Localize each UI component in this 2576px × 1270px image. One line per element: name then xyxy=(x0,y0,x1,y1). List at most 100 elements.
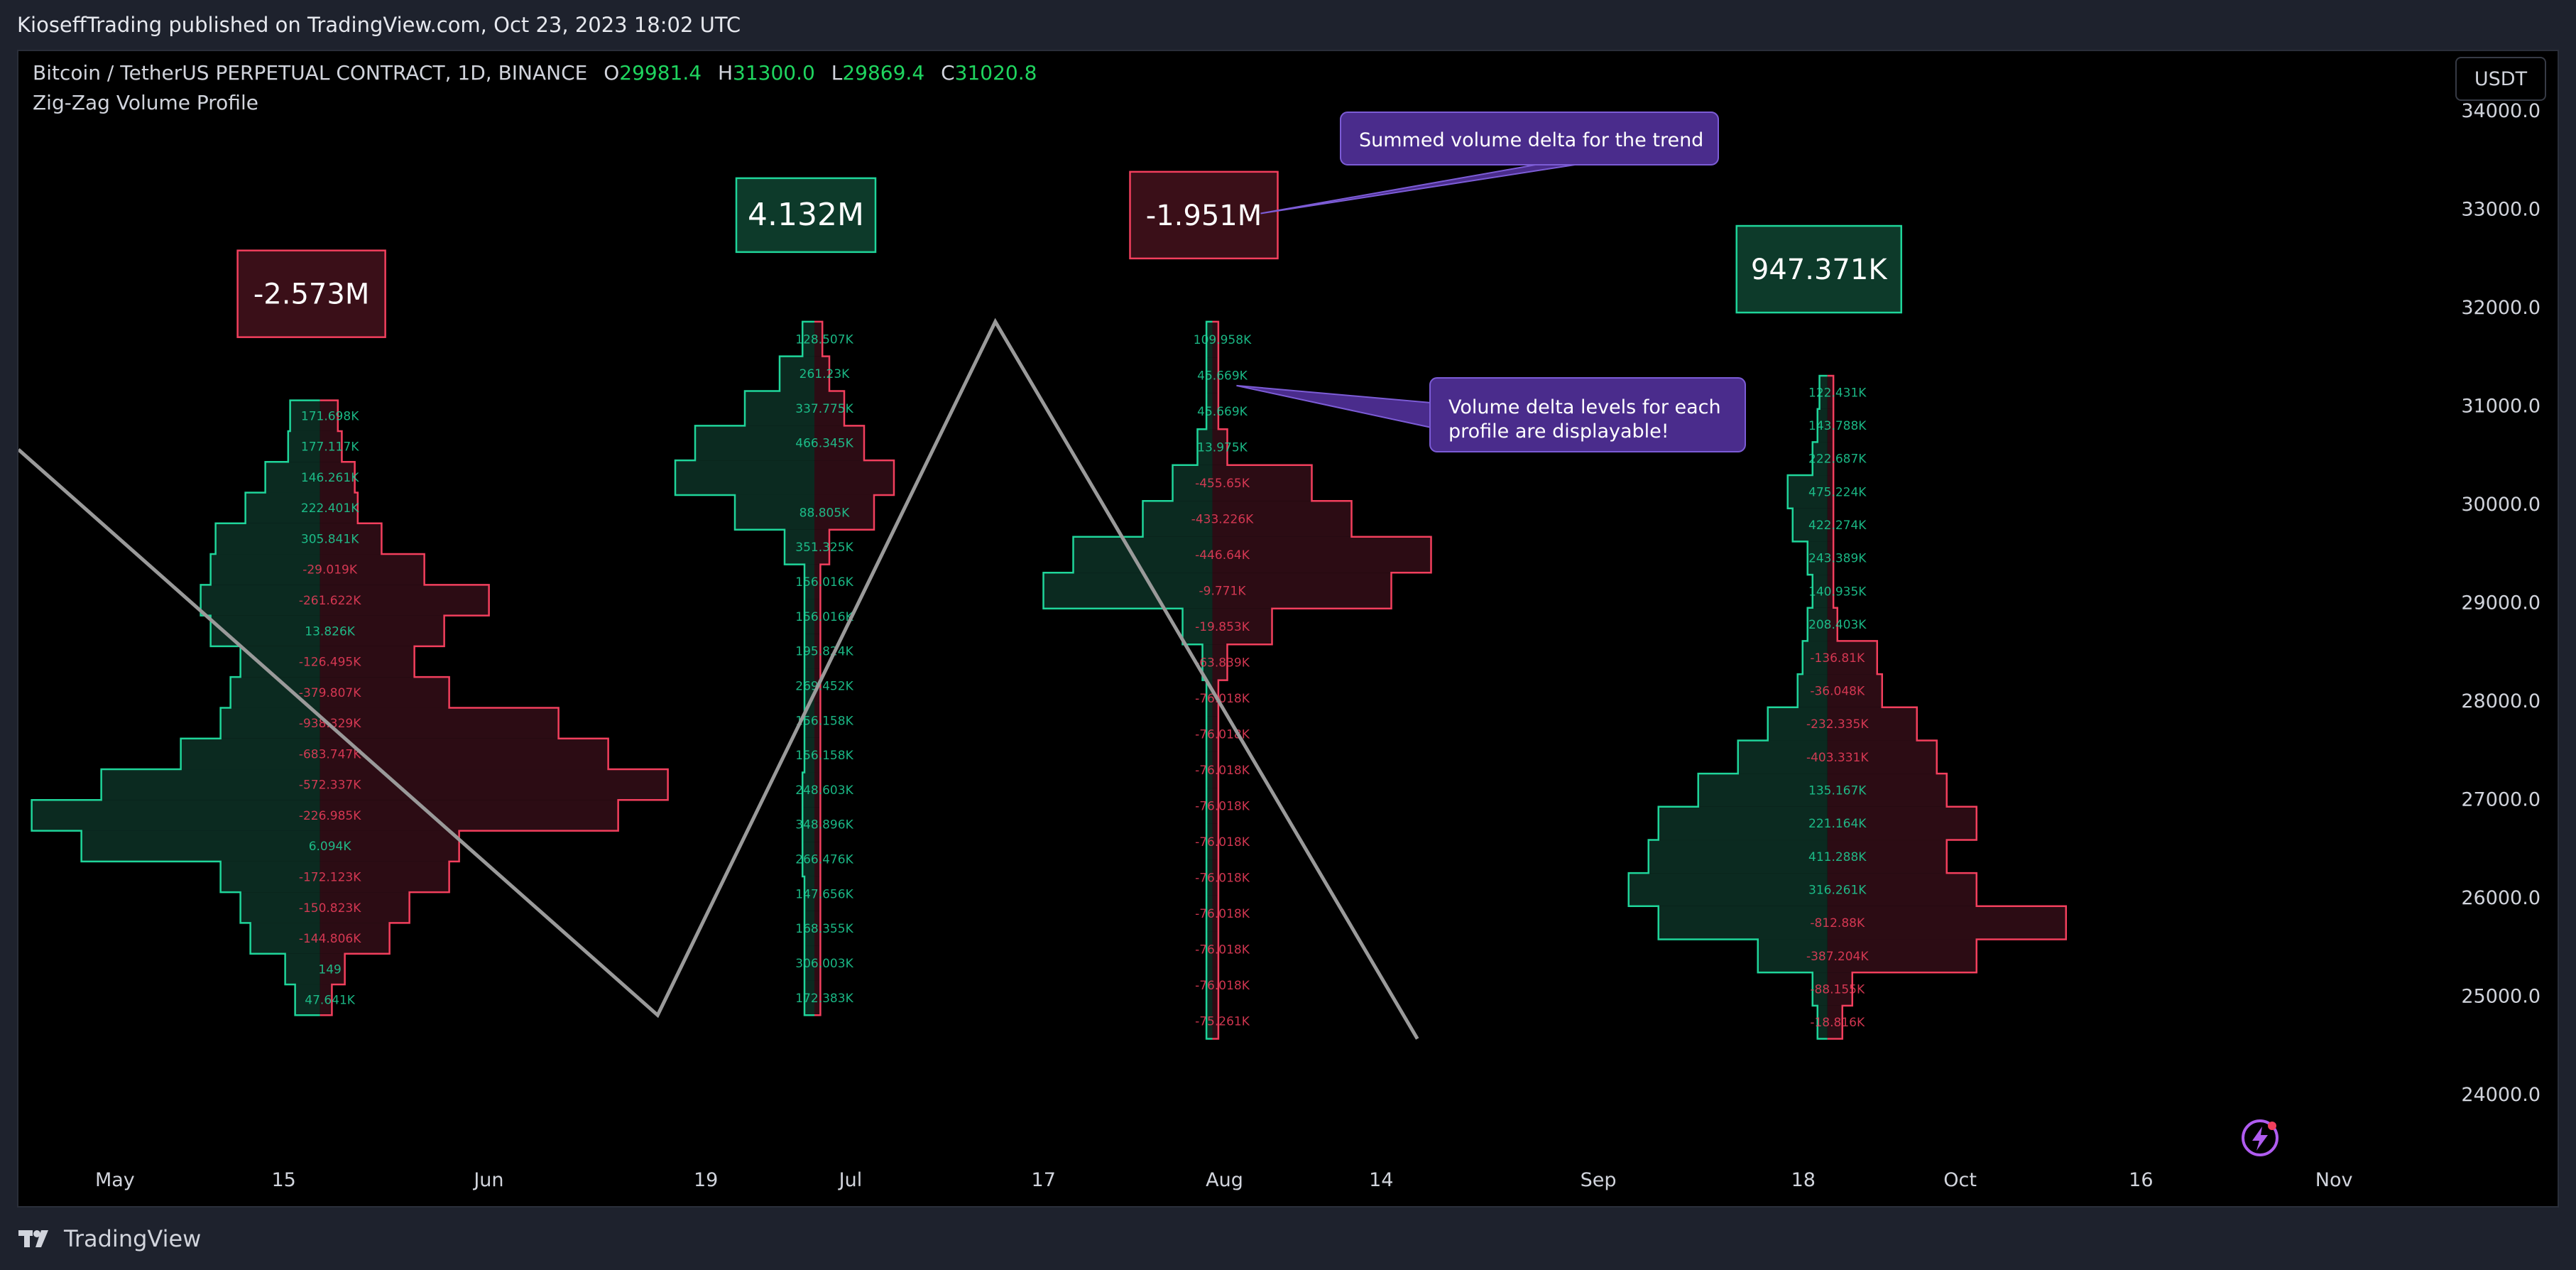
profile-bear-outline xyxy=(320,399,669,1016)
profile-bull-bar xyxy=(1812,442,1828,476)
delta-level-label: -433.226K xyxy=(1191,513,1254,527)
delta-level-label: 306.003K xyxy=(795,957,853,971)
tradingview-logo[interactable]: TradingView xyxy=(18,1225,201,1252)
profile-bull-bar xyxy=(295,984,320,1016)
profile-bull-bar xyxy=(288,430,320,462)
profile-bear-bar xyxy=(320,492,358,523)
profile-bear-bar xyxy=(1827,442,1834,476)
profile-bull-bar xyxy=(101,769,320,800)
delta-level-label: 248.603K xyxy=(795,783,853,798)
profile-bull-bar xyxy=(1206,1003,1213,1039)
y-tick-label: 27000.0 xyxy=(2461,789,2540,811)
profile-bear-bar xyxy=(1212,751,1218,788)
chart-pane[interactable]: 34000.0 33000.0 32000.0 31000.0 30000.0 29000… xyxy=(17,50,2559,1207)
profile-bear-bar xyxy=(1827,740,1937,774)
profile-bull-bar xyxy=(695,425,815,461)
high-label: H xyxy=(717,61,733,85)
annotation-callout: Summed volume delta for the trend xyxy=(1260,112,1719,215)
profile-bull-bar xyxy=(745,391,815,426)
chart-canvas[interactable]: 34000.0 33000.0 32000.0 31000.0 30000.0 29000… xyxy=(18,51,2558,1206)
delta-summary-value: -2.573M xyxy=(253,278,369,311)
x-tick-label: 14 xyxy=(1369,1169,1393,1191)
volume-profile: 171.698K 177.117K 146.261K 222.401K 305.841K… xyxy=(31,249,669,1016)
profile-bear-bar xyxy=(1212,788,1218,824)
delta-level-label: 143.788K xyxy=(1808,419,1867,433)
profile-bull-bar xyxy=(802,772,815,808)
delta-level-label: -63.839K xyxy=(1195,656,1250,670)
profile-bear-bar xyxy=(814,599,821,634)
profile-bull-bar xyxy=(804,980,815,1016)
published-text: KioseffTrading published on TradingView.… xyxy=(17,13,741,37)
profile-bear-bar xyxy=(1827,972,1852,1006)
x-tick-label: Nov xyxy=(2315,1169,2353,1191)
delta-level-label: 88.805K xyxy=(799,506,850,520)
profile-bull-bar xyxy=(265,462,320,493)
profile-bull-bar xyxy=(1802,641,1828,675)
delta-level-label: -36.048K xyxy=(1810,684,1865,698)
profile-bear-bar xyxy=(1827,408,1834,443)
indicator-legend[interactable]: Zig-Zag Volume Profile xyxy=(33,91,258,114)
profile-bear-bar xyxy=(1212,967,1218,1004)
delta-level-label: -76.018K xyxy=(1195,943,1250,957)
profile-bear-bar xyxy=(1827,873,1977,906)
y-tick-label: 32000.0 xyxy=(2461,297,2540,319)
x-tick-label: 17 xyxy=(1032,1169,1056,1191)
flash-icon xyxy=(2242,1119,2278,1156)
currency-button[interactable]: USDT xyxy=(2455,57,2546,101)
delta-level-label: 45.669K xyxy=(1197,369,1248,384)
delta-level-label: 351.325K xyxy=(795,541,853,555)
profile-bull-bar xyxy=(1206,895,1213,932)
profile-bull-outline xyxy=(31,399,320,1016)
profile-bull-bar xyxy=(1812,972,1828,1006)
footer: TradingView xyxy=(0,1207,2576,1270)
profile-bear-bar xyxy=(1212,321,1218,358)
delta-level-label: -261.622K xyxy=(299,594,361,608)
profile-bear-bar xyxy=(1212,465,1312,501)
delta-level-label: 305.841K xyxy=(301,532,359,546)
profile-bull-bar xyxy=(1737,740,1828,774)
profile-bull-bar xyxy=(1797,674,1828,707)
profile-bear-bar xyxy=(320,554,425,585)
annotation-callout: Volume delta levels for each profile are … xyxy=(1236,377,1746,452)
delta-level-label: 411.288K xyxy=(1808,850,1867,864)
profile-bear-bar xyxy=(320,984,332,1016)
profile-bear-outline xyxy=(1827,374,2067,1040)
delta-level-label: 316.261K xyxy=(1808,883,1867,897)
profile-bull-bar xyxy=(1206,716,1213,752)
delta-level-label: -136.81K xyxy=(1810,651,1865,666)
delta-level-label: 147.656K xyxy=(795,887,853,901)
profile-bear-bar xyxy=(1827,508,1834,542)
profile-bear-bar xyxy=(814,702,821,738)
profile-bear-bar xyxy=(814,425,865,461)
profile-bull-bar xyxy=(81,830,320,862)
delta-summary-box xyxy=(1129,170,1279,260)
delta-level-label: -446.64K xyxy=(1195,548,1250,563)
symbol-title[interactable]: Bitcoin / TetherUS PERPETUAL CONTRACT, 1… xyxy=(33,61,588,85)
callout-text: Summed volume delta for the trend xyxy=(1359,129,1703,151)
profile-bear-outline xyxy=(1212,320,1432,1040)
y-tick-label: 33000.0 xyxy=(2461,199,2540,221)
delta-summary-box xyxy=(735,177,877,254)
profile-bull-bar xyxy=(804,945,815,981)
profile-bear-bar xyxy=(1827,376,1834,409)
delta-summary-value: 4.132M xyxy=(748,197,864,233)
profile-bull-bar xyxy=(1073,536,1213,573)
profile-bull-bar xyxy=(1817,1005,1828,1039)
profile-bear-bar xyxy=(1827,541,1834,575)
delta-level-label: -76.018K xyxy=(1195,799,1250,813)
profile-bear-bar xyxy=(1827,806,1977,840)
profile-bull-bar xyxy=(1202,644,1213,680)
tradingview-logo-icon xyxy=(18,1230,48,1247)
profile-bear-bar xyxy=(1212,1003,1218,1039)
open-value: 29981.4 xyxy=(619,61,702,85)
delta-level-label: 13.826K xyxy=(305,624,355,639)
delta-level-label: 128.507K xyxy=(795,332,853,347)
delta-level-label: 222.401K xyxy=(301,501,359,516)
profile-bull-bar xyxy=(240,892,320,923)
delta-level-label: 146.261K xyxy=(301,471,359,485)
profile-bull-bar xyxy=(1142,501,1213,537)
callout-pointer xyxy=(1236,384,1432,429)
profile-bull-bar xyxy=(1172,465,1213,501)
delta-level-label: -76.018K xyxy=(1195,692,1250,706)
low-label: L xyxy=(831,61,843,85)
